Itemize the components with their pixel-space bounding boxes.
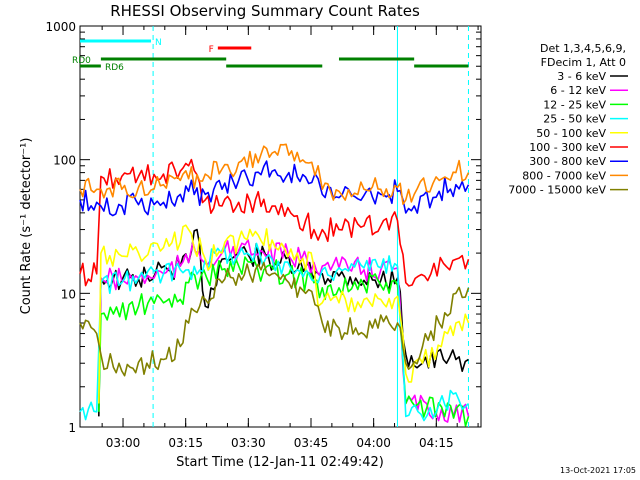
legend-label: 50 - 100 keV xyxy=(536,127,606,140)
legend: Det 1,3,4,5,6,9, FDecim 1, Att 0 3 - 6 k… xyxy=(508,42,628,197)
series-line xyxy=(79,158,470,287)
legend-label: 25 - 50 keV xyxy=(543,113,606,126)
x-tick-label: 04:15 xyxy=(419,436,454,450)
legend-label: 7000 - 15000 keV xyxy=(508,184,606,197)
annotation-label: RD6 xyxy=(105,63,124,73)
x-tick-label: 03:30 xyxy=(231,436,266,450)
chart-title: RHESSI Observing Summary Count Rates xyxy=(110,2,420,20)
y-axis-label: Count Rate (s⁻¹ detector⁻¹) xyxy=(19,138,34,315)
x-tick-label: 04:00 xyxy=(356,436,391,450)
annotation-label: RD0 xyxy=(72,56,91,66)
legend-label: 300 - 800 keV xyxy=(529,155,606,168)
vertical-markers xyxy=(152,26,469,427)
annotation-label: F xyxy=(209,45,214,55)
series-line xyxy=(98,228,469,417)
y-tick-label: 1 xyxy=(68,421,76,435)
plot-frame xyxy=(79,25,482,428)
series-line xyxy=(79,261,470,377)
legend-header-2: FDecim 1, Att 0 xyxy=(541,56,626,69)
series-line xyxy=(98,224,470,404)
x-axis: 03:00 03:15 03:30 03:45 04:00 04:15 xyxy=(101,26,479,450)
y-tick-label: 10 xyxy=(61,287,76,301)
series-lines xyxy=(79,143,470,427)
series-line xyxy=(79,143,470,205)
annotation-label: N xyxy=(155,38,162,48)
legend-label: 800 - 7000 keV xyxy=(522,169,606,182)
legend-header-1: Det 1,3,4,5,6,9, xyxy=(540,42,626,55)
y-tick-label: 1000 xyxy=(45,20,76,34)
series-line xyxy=(79,242,470,422)
series-line xyxy=(98,256,470,427)
x-tick-label: 03:00 xyxy=(106,436,141,450)
x-axis-label: Start Time (12-Jan-11 02:49:42) xyxy=(176,455,384,470)
y-axis: 1 10 100 1000 xyxy=(45,20,481,435)
y-tick-label: 100 xyxy=(53,154,76,168)
legend-label: 12 - 25 keV xyxy=(543,98,606,111)
legend-label: 6 - 12 keV xyxy=(550,84,606,97)
legend-label: 100 - 300 keV xyxy=(529,141,606,154)
timestamp: 13-Oct-2021 17:05 xyxy=(560,466,636,475)
legend-label: 3 - 6 keV xyxy=(557,70,606,83)
annotation-bars: N F RD0 RD6 xyxy=(72,38,469,73)
x-tick-label: 03:15 xyxy=(168,436,203,450)
x-tick-label: 03:45 xyxy=(294,436,329,450)
